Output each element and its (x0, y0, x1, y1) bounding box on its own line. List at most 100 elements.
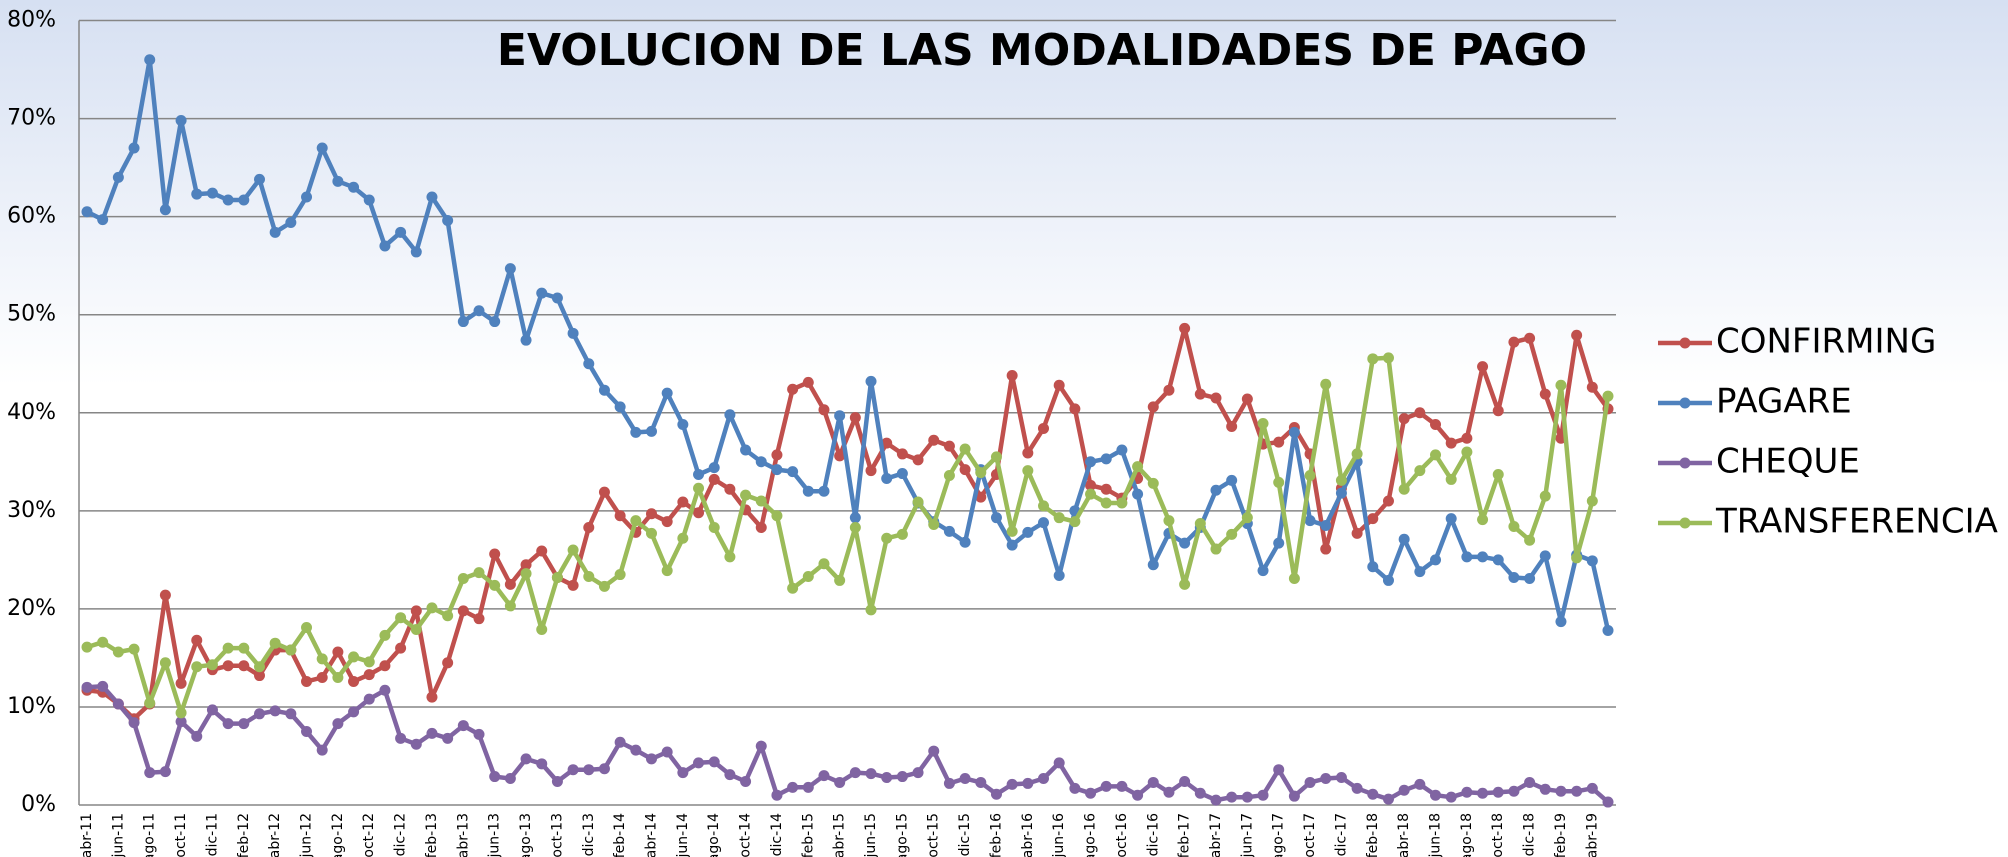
data-point (787, 466, 799, 478)
data-point (661, 387, 673, 399)
data-point (1038, 773, 1050, 785)
y-tick-label: 20% (7, 596, 56, 621)
legend-marker (1679, 457, 1691, 469)
data-point (1053, 570, 1065, 582)
data-point (645, 753, 657, 765)
x-tick-label: abr-13 (455, 813, 471, 857)
data-point (975, 467, 987, 479)
data-point (316, 672, 328, 684)
x-tick-label: abr-14 (643, 813, 659, 857)
y-tick-label: 80% (7, 8, 56, 33)
data-point (222, 194, 234, 206)
data-point (395, 732, 407, 744)
x-tick-label: jun-15 (863, 813, 879, 857)
data-point (1069, 516, 1081, 528)
data-point (1006, 778, 1018, 790)
data-point (1022, 465, 1034, 477)
data-point (1414, 566, 1426, 578)
data-point (128, 643, 140, 655)
data-point (1477, 361, 1489, 373)
data-point (1492, 405, 1504, 417)
data-point (818, 485, 830, 497)
data-point (536, 287, 548, 299)
data-point (1445, 513, 1457, 525)
data-point (285, 217, 297, 229)
data-point (112, 171, 124, 183)
x-tick-label: feb-16 (988, 813, 1004, 857)
data-point (379, 240, 391, 252)
data-point (1085, 488, 1097, 500)
data-point (191, 634, 203, 646)
data-point (442, 732, 454, 744)
data-point (285, 708, 297, 720)
data-point (1508, 336, 1520, 348)
data-point (1022, 526, 1034, 538)
data-point (253, 708, 265, 720)
data-point (1320, 543, 1332, 555)
data-point (693, 482, 705, 494)
data-point (457, 605, 469, 617)
data-point (1163, 384, 1175, 396)
data-point (865, 465, 877, 477)
data-point (1226, 420, 1238, 432)
data-point (520, 753, 532, 765)
data-point (1367, 561, 1379, 573)
data-point (1367, 513, 1379, 525)
data-point (1132, 461, 1144, 473)
y-tick-label: 0% (21, 792, 56, 817)
data-point (693, 757, 705, 769)
data-point (1539, 783, 1551, 795)
data-point (379, 684, 391, 696)
data-point (144, 767, 156, 779)
data-point (677, 496, 689, 508)
data-point (912, 454, 924, 466)
data-point (504, 600, 516, 612)
data-point (912, 767, 924, 779)
data-point (1571, 329, 1583, 341)
data-point (677, 419, 689, 431)
x-tick-label: oct-16 (1114, 813, 1130, 857)
data-point (504, 773, 516, 785)
data-point (348, 706, 360, 718)
data-point (1241, 393, 1253, 405)
data-point (238, 660, 250, 672)
data-point (708, 473, 720, 485)
y-tick-label: 10% (7, 694, 56, 719)
data-point (1477, 787, 1489, 799)
data-point (661, 516, 673, 528)
legend-label: TRANSFERENCIA (1715, 502, 1998, 542)
data-point (301, 725, 313, 737)
data-point (1179, 578, 1191, 590)
data-point (1210, 794, 1222, 806)
data-point (567, 327, 579, 339)
data-point (1508, 521, 1520, 533)
x-tick-label: dic-15 (957, 813, 973, 856)
data-point (363, 656, 375, 668)
x-tick-label: abr-18 (1396, 813, 1412, 857)
data-point (97, 636, 109, 648)
data-point (1586, 381, 1598, 393)
data-point (191, 730, 203, 742)
data-point (881, 772, 893, 784)
data-point (1430, 449, 1442, 461)
data-point (269, 705, 281, 717)
data-point (1539, 388, 1551, 400)
data-point (928, 745, 940, 757)
x-tick-label: feb-14 (612, 813, 628, 857)
legend-marker (1679, 517, 1691, 529)
data-point (928, 434, 940, 446)
y-tick-label: 30% (7, 498, 56, 523)
data-point (614, 510, 626, 522)
data-point (1351, 782, 1363, 794)
data-point (206, 187, 218, 199)
data-point (97, 214, 109, 226)
data-point (1288, 426, 1300, 438)
data-point (520, 559, 532, 571)
data-point (1602, 624, 1614, 636)
data-point (1304, 470, 1316, 482)
data-point (990, 451, 1002, 463)
data-point (1335, 772, 1347, 784)
data-point (1226, 528, 1238, 540)
data-point (128, 142, 140, 154)
data-point (1555, 785, 1567, 797)
